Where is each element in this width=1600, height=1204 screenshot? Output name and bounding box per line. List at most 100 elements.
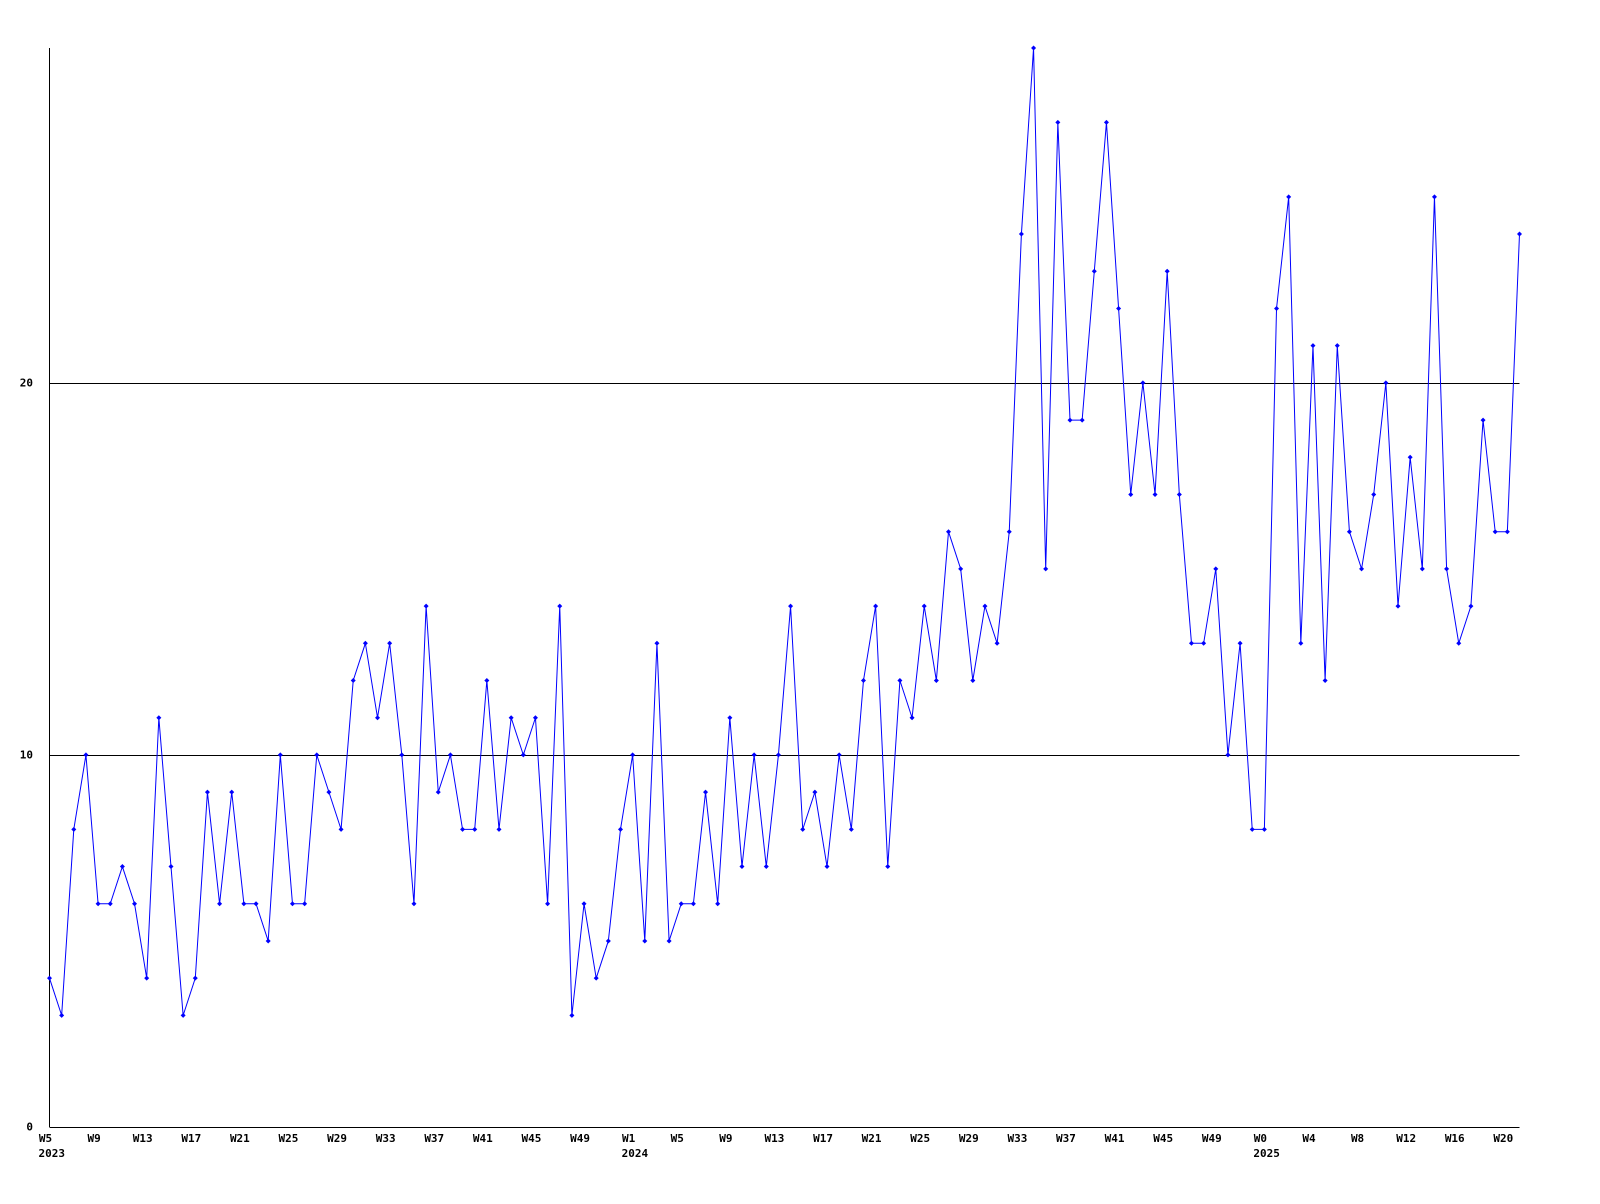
data-point [715,901,721,907]
data-point [800,826,806,832]
data-point [1419,566,1425,572]
data-point [107,901,113,907]
data-point [192,975,198,981]
data-point [375,715,381,721]
data-point [387,640,393,646]
data-point [447,752,453,758]
data-point [1018,231,1024,237]
data-point [848,826,854,832]
data-point [265,938,271,944]
data-point [593,975,599,981]
data-point [946,529,952,535]
x-tick-label: W21 [230,1132,250,1145]
x-group-label: 2025 [1253,1147,1280,1160]
data-point [1322,678,1328,684]
data-point [277,752,283,758]
x-tick-label: W45 [1153,1132,1173,1145]
x-tick-label: W45 [522,1132,542,1145]
x-tick-label: W17 [181,1132,201,1145]
y-tick-label: 10 [20,749,33,762]
x-tick-label: W13 [133,1132,153,1145]
data-point [642,938,648,944]
data-point [520,752,526,758]
data-point [1480,417,1486,423]
data-point [1116,305,1122,311]
data-point [168,864,174,870]
x-tick-label: W33 [1007,1132,1027,1145]
data-point [751,752,757,758]
x-tick-label: W29 [959,1132,979,1145]
x-tick-label: W29 [327,1132,347,1145]
data-point [1504,529,1510,535]
x-tick-label: W12 [1396,1132,1416,1145]
y-tick-label: 0 [26,1121,33,1134]
data-point [1407,454,1413,460]
data-point [1128,491,1134,497]
data-point [1237,640,1243,646]
data-point [144,975,150,981]
data-point [678,901,684,907]
data-point [1310,343,1316,349]
x-tick-label: W33 [376,1132,396,1145]
data-point [156,715,162,721]
data-point [229,789,235,795]
data-point [1383,380,1389,386]
x-tick-label: W9 [719,1132,732,1145]
data-point [1286,194,1292,200]
data-point [362,640,368,646]
data-point [1103,119,1109,125]
data-point [399,752,405,758]
data-point [1334,343,1340,349]
data-point [727,715,733,721]
data-point [1395,603,1401,609]
data-point [921,603,927,609]
x-tick-label: W49 [1202,1132,1222,1145]
x-tick-label: W21 [862,1132,882,1145]
data-point [1043,566,1049,572]
data-point [569,1012,575,1018]
data-point [1091,268,1097,274]
data-point [1152,491,1158,497]
data-point [994,640,1000,646]
data-point [958,566,964,572]
data-point [690,901,696,907]
data-point [1274,305,1280,311]
data-point [1140,380,1146,386]
data-point [1067,417,1073,423]
data-point [1225,752,1231,758]
data-point [1456,640,1462,646]
data-point [933,678,939,684]
x-tick-label: W8 [1351,1132,1364,1145]
data-point [824,864,830,870]
data-point [545,901,551,907]
data-point [654,640,660,646]
data-point [423,603,429,609]
data-point [1213,566,1219,572]
data-point [1444,566,1450,572]
data-point [836,752,842,758]
data-point [1359,566,1365,572]
data-point [1176,491,1182,497]
data-point [1055,119,1061,125]
data-point [95,901,101,907]
data-point [314,752,320,758]
data-point [1261,826,1267,832]
x-tick-label: W9 [87,1132,100,1145]
x-tick-label: W20 [1493,1132,1513,1145]
data-point [338,826,344,832]
data-point [1431,194,1437,200]
data-point [617,826,623,832]
data-point [605,938,611,944]
data-point [1517,231,1522,237]
x-tick-label: W0 [1254,1132,1267,1145]
data-point [496,826,502,832]
data-point [739,864,745,870]
x-tick-label: W1 [622,1132,636,1145]
data-point [885,864,891,870]
data-point [132,901,138,907]
x-tick-label: W5 [39,1132,52,1145]
data-point [1006,529,1012,535]
x-tick-label: W49 [570,1132,590,1145]
x-tick-label: W25 [279,1132,299,1145]
data-point [1079,417,1085,423]
